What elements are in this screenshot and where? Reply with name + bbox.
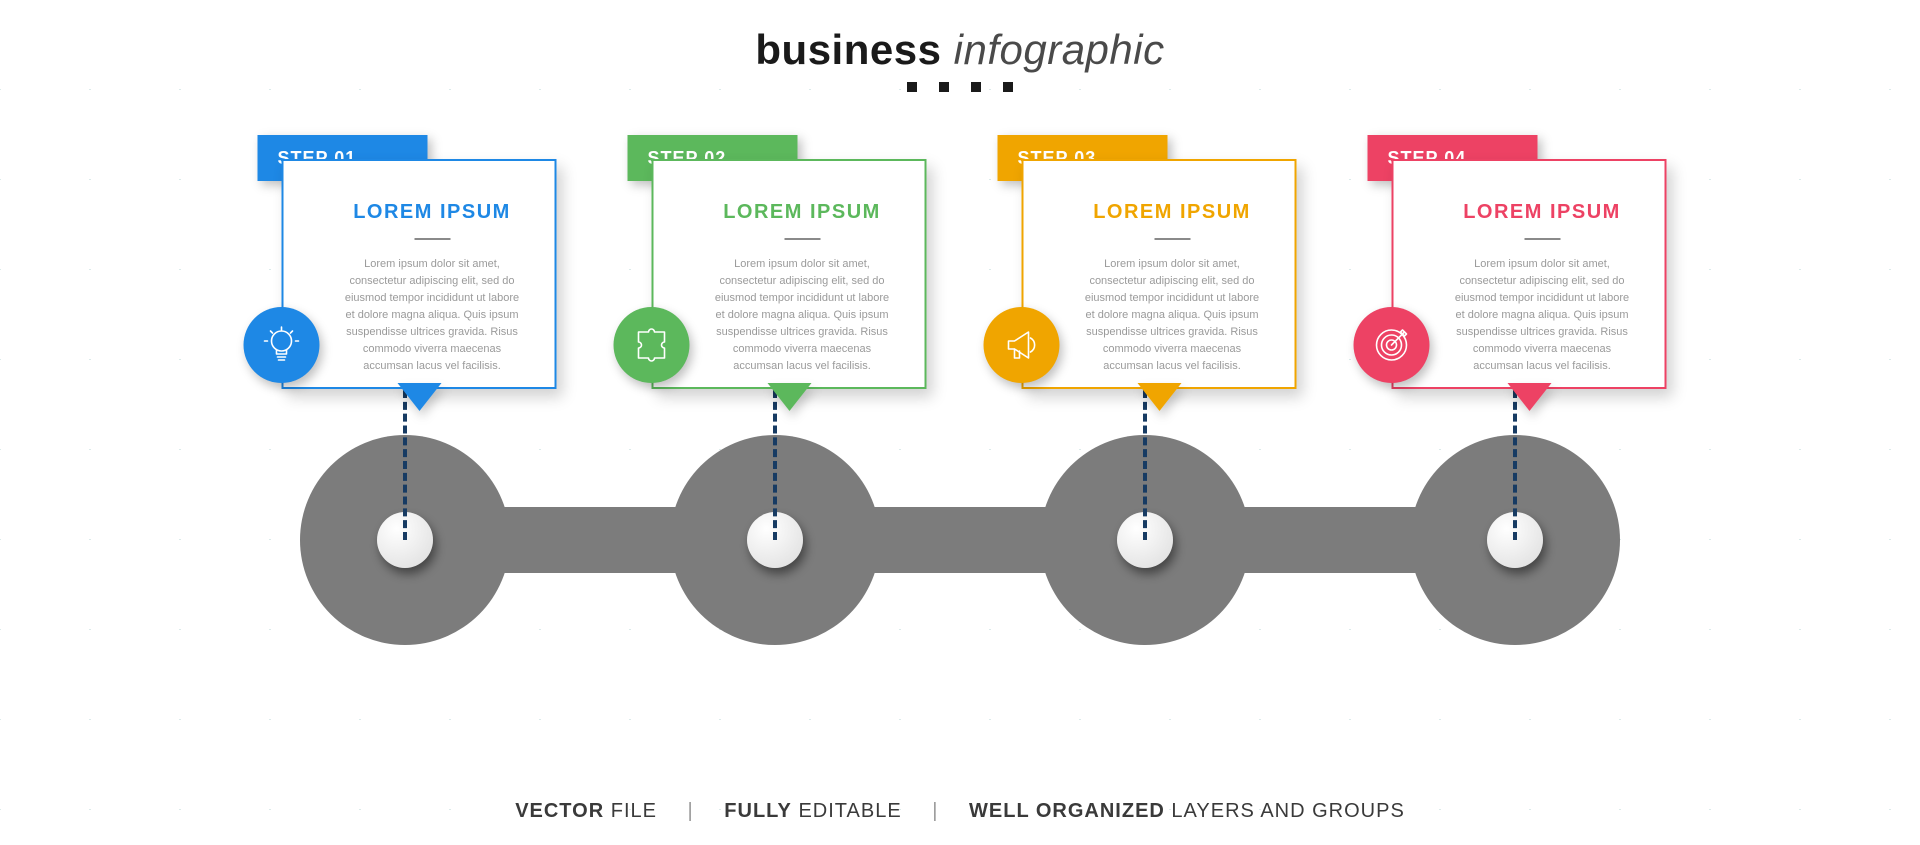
title-dots [0,82,1920,92]
step-body-card: LOREM IPSUM Lorem ipsum dolor sit amet, c… [1392,159,1667,389]
divider [1524,238,1560,240]
step-body-card: LOREM IPSUM Lorem ipsum dolor sit amet, c… [652,159,927,389]
footer-seg-3-light: LAYERS AND GROUPS [1165,800,1405,822]
connector-line [773,390,777,540]
footer-pipe: | [688,800,694,822]
divider [1154,238,1190,240]
puzzle-icon [614,307,690,383]
footer-seg-3: WELL ORGANIZED LAYERS AND GROUPS [969,800,1405,822]
footer-seg-2-bold: FULLY [724,800,792,822]
step-heading: LOREM IPSUM [708,201,897,224]
connector-line [1143,390,1147,540]
lightbulb-icon [244,307,320,383]
title-bold: business [755,26,941,73]
step-heading: LOREM IPSUM [1448,201,1637,224]
dot-icon [971,82,981,92]
footer-seg-1: VECTOR FILE [515,800,663,822]
step-body-card: LOREM IPSUM Lorem ipsum dolor sit amet, c… [282,159,557,389]
footer-seg-2: FULLY EDITABLE [724,800,908,822]
title-light: infographic [954,26,1165,73]
divider [784,238,820,240]
pointer-icon [399,385,439,411]
step-body-text: Lorem ipsum dolor sit amet, consectetur … [338,256,527,375]
pointer-icon [769,385,809,411]
footer-seg-1-bold: VECTOR [515,800,604,822]
step-heading: LOREM IPSUM [1078,201,1267,224]
footer-pipe: | [932,800,938,822]
connector-line [1513,390,1517,540]
step-body-text: Lorem ipsum dolor sit amet, consectetur … [708,256,897,375]
pointer-icon [1509,385,1549,411]
step-heading: LOREM IPSUM [338,201,527,224]
dot-icon [907,82,917,92]
divider [414,238,450,240]
step-body-text: Lorem ipsum dolor sit amet, consectetur … [1448,256,1637,375]
footer-seg-1-light: FILE [604,800,657,822]
footer-seg-2-light: EDITABLE [792,800,902,822]
dot-icon [939,82,949,92]
megaphone-icon [984,307,1060,383]
pointer-icon [1139,385,1179,411]
target-icon [1354,307,1430,383]
step-body-text: Lorem ipsum dolor sit amet, consectetur … [1078,256,1267,375]
footer: VECTOR FILE | FULLY EDITABLE | WELL ORGA… [0,800,1920,823]
step-body-card: LOREM IPSUM Lorem ipsum dolor sit amet, c… [1022,159,1297,389]
connector-line [403,390,407,540]
footer-seg-3-bold: WELL ORGANIZED [969,800,1165,822]
page-title: business infographic [0,26,1920,92]
dot-icon [1003,82,1013,92]
title-text: business infographic [0,26,1920,74]
